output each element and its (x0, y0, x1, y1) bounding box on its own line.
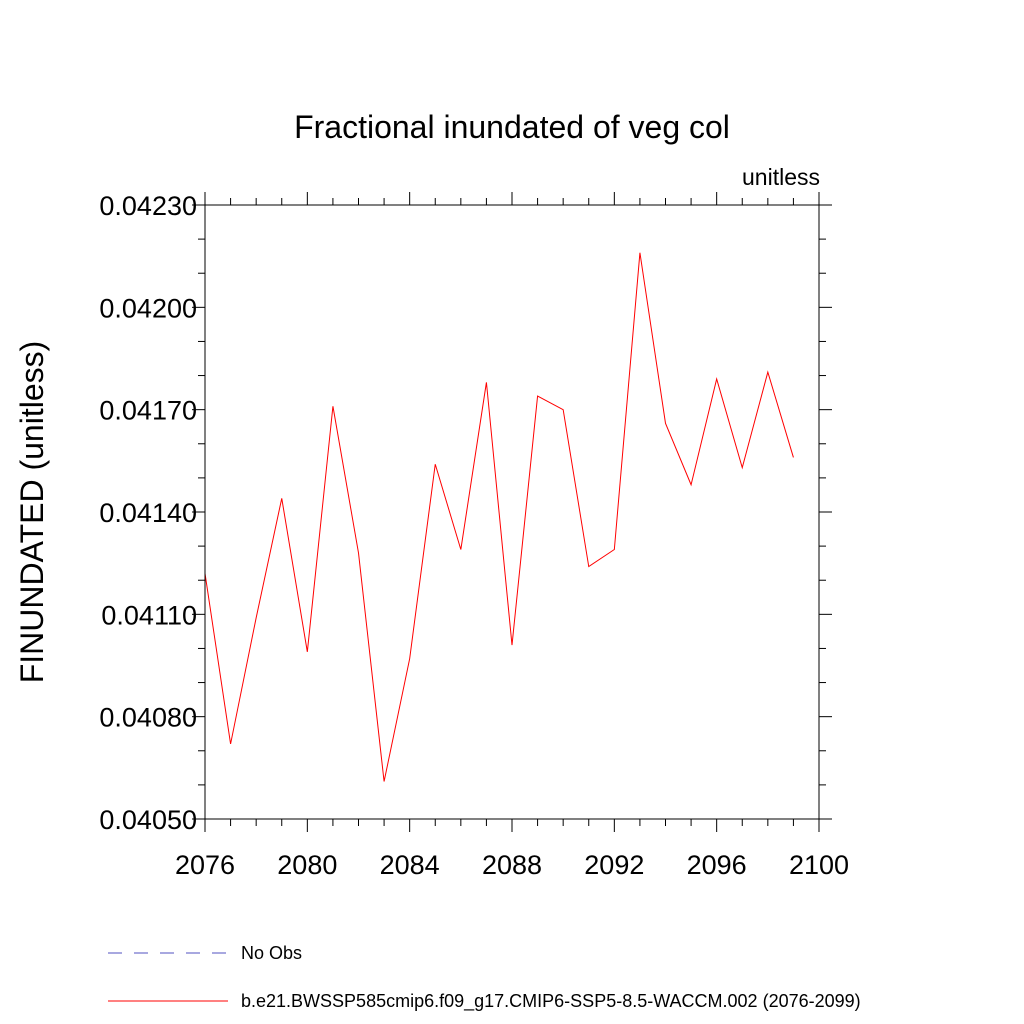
y-tick-labels: 0.04050 0.04080 0.04110 0.04140 0.04170 0.042… (99, 191, 197, 835)
legend-label-model: b.e21.BWSSP585cmip6.f09_g17.CMIP6-SSP5-8… (241, 991, 861, 1012)
y-tick-label: 0.04200 (99, 293, 197, 323)
y-tick-label: 0.04230 (99, 191, 197, 221)
plot-frame (204, 204, 820, 820)
y-tick-label: 0.04110 (101, 600, 197, 630)
y-axis-label: FINUNDATED (unitless) (14, 341, 50, 684)
chart-title: Fractional inundated of veg col (294, 109, 730, 145)
x-tick-label: 2084 (380, 850, 440, 880)
series-layer (204, 252, 794, 782)
x-tick-labels: 2076 2080 2084 2088 2092 2096 2100 (175, 850, 849, 880)
series-line (204, 252, 794, 782)
minor-ticks (198, 198, 826, 826)
legend-label-no-obs: No Obs (241, 943, 302, 963)
x-tick-label: 2076 (175, 850, 235, 880)
x-tick-label: 2088 (482, 850, 542, 880)
major-ticks (192, 192, 832, 832)
x-tick-label: 2092 (584, 850, 644, 880)
x-tick-label: 2080 (277, 850, 337, 880)
units-label: unitless (742, 164, 820, 190)
x-tick-label: 2096 (687, 850, 747, 880)
y-tick-label: 0.04140 (99, 498, 197, 528)
y-tick-label: 0.04170 (99, 396, 197, 426)
y-tick-label: 0.04050 (99, 805, 197, 835)
legend: No Obs b.e21.BWSSP585cmip6.f09_g17.CMIP6… (108, 943, 861, 1012)
y-tick-label: 0.04080 (99, 703, 197, 733)
x-tick-label: 2100 (789, 850, 849, 880)
